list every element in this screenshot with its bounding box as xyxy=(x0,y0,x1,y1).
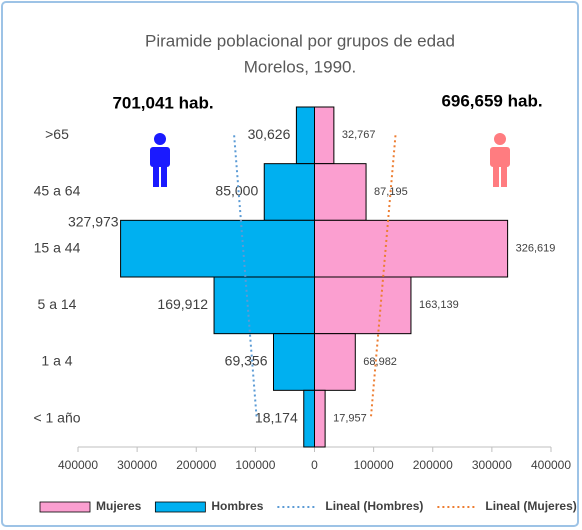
y-tick-label: >65 xyxy=(45,126,69,142)
female-icon xyxy=(490,133,510,187)
bar xyxy=(314,389,326,448)
x-tick-label: 300000 xyxy=(117,458,157,472)
y-tick-label: 5 a 14 xyxy=(38,296,77,312)
bar xyxy=(314,276,412,335)
bar xyxy=(314,333,356,391)
bar xyxy=(295,106,315,165)
x-tick-label: 0 xyxy=(311,458,318,472)
data-label: 163,139 xyxy=(419,299,459,311)
x-tick-label: 400000 xyxy=(58,458,98,472)
bar xyxy=(314,106,335,165)
chart-subtitle: Morelos, 1990. xyxy=(244,57,356,76)
y-tick-label: 15 a 44 xyxy=(34,239,81,255)
legend-swatch xyxy=(39,501,91,513)
y-tick-label: 45 a 64 xyxy=(34,183,81,199)
bar xyxy=(303,389,315,448)
y-tick-label: < 1 año xyxy=(33,409,80,425)
data-label: 18,174 xyxy=(255,409,298,425)
legend-swatch xyxy=(154,501,206,513)
y-tick-label: 1 a 4 xyxy=(41,353,72,369)
legend-label: Lineal (Hombres) xyxy=(325,499,423,513)
bar xyxy=(120,219,315,278)
total-mujeres: 696,659 hab. xyxy=(441,91,542,110)
x-tick-label: 200000 xyxy=(176,458,216,472)
legend-label: Hombres xyxy=(211,499,263,513)
bar xyxy=(213,276,316,335)
data-label: 30,626 xyxy=(248,126,291,142)
legend-label: Mujeres xyxy=(96,499,142,513)
male-icon xyxy=(150,133,170,187)
data-label: 69,356 xyxy=(225,353,268,369)
x-tick-label: 100000 xyxy=(235,458,275,472)
x-tick-label: 400000 xyxy=(531,458,571,472)
bar xyxy=(272,333,315,391)
data-label: 17,957 xyxy=(333,413,367,425)
x-tick-label: 100000 xyxy=(354,458,394,472)
total-hombres: 701,041 hab. xyxy=(112,93,213,112)
data-label: 327,973 xyxy=(68,213,119,229)
bar xyxy=(263,163,315,221)
trendline xyxy=(233,135,258,419)
data-label: 85,000 xyxy=(215,183,258,199)
chart-title: Piramide poblacional por grupos de edad xyxy=(145,31,455,50)
data-label: 32,767 xyxy=(342,129,376,141)
data-label: 68,982 xyxy=(363,356,397,368)
bar xyxy=(314,219,509,278)
legend-label: Lineal (Mujeres) xyxy=(485,499,576,513)
data-label: 169,912 xyxy=(157,296,208,312)
x-tick-label: 200000 xyxy=(413,458,453,472)
x-tick-label: 300000 xyxy=(472,458,512,472)
bar xyxy=(314,163,367,221)
data-label: 326,619 xyxy=(516,243,556,255)
